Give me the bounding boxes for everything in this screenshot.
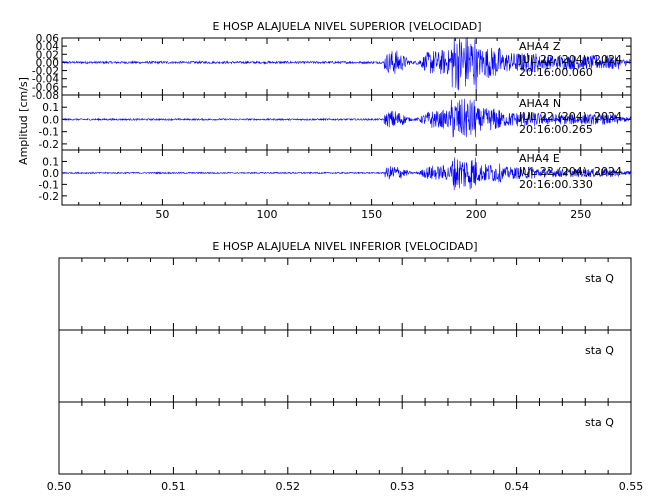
y-tick-label: 0.00: [36, 57, 59, 69]
y-tick-label: -0.02: [32, 66, 59, 78]
lower-chart-title: E HOSP ALAJUELA NIVEL INFERIOR [VELOCIDA…: [212, 240, 477, 253]
x-tick-label: 150: [361, 208, 382, 221]
trace-annotation-line: 20:16:00.060: [519, 66, 593, 79]
station-annotation: sta Q: [585, 344, 614, 357]
y-tick-label: -0.06: [32, 82, 59, 94]
x-tick-label: 0.51: [161, 480, 186, 493]
x-tick-label: 200: [466, 208, 487, 221]
lower-panel-1: sta Q: [58, 329, 632, 403]
y-tick-label: 0.0: [42, 114, 59, 126]
upper-chart-title: E HOSP ALAJUELA NIVEL SUPERIOR [VELOCIDA…: [212, 20, 481, 33]
panel-frame: [58, 329, 632, 403]
lower-panel-2: sta Q: [58, 401, 632, 475]
x-tick-label: 0.55: [619, 480, 644, 493]
x-tick-label: 250: [570, 208, 591, 221]
waveform-trace: [61, 36, 632, 91]
upper-chart-y-axis-label: Amplitud [cm/s]: [17, 77, 30, 165]
trace-annotation-line: 20:16:00.330: [519, 178, 593, 191]
trace-annotation-line: 20:16:00.265: [519, 123, 593, 136]
panel-frame: [58, 257, 632, 331]
y-tick-label: 0.1: [42, 156, 59, 168]
x-tick-label: 0.50: [47, 480, 72, 493]
y-tick-label: 0.06: [36, 33, 60, 45]
station-annotation: sta Q: [585, 272, 614, 285]
lower-panel-0: sta Q: [58, 257, 632, 331]
panel-frame: [61, 149, 632, 206]
station-annotation: sta Q: [585, 416, 614, 429]
y-tick-label: -0.08: [32, 90, 59, 102]
y-tick-label: -0.2: [39, 191, 60, 203]
trace-annotation-line: AHA4 N: [519, 97, 561, 110]
trace-annotation-line: JUL 22 (204), 2024: [518, 53, 622, 66]
x-tick-label: 0.54: [504, 480, 529, 493]
y-tick-label: 0.1: [42, 102, 59, 114]
lower-chart: sta Q sta Q sta Q 0.50 0.51 0.52 0.53 0.54 0.55: [47, 257, 644, 493]
waveform-trace: [61, 98, 632, 138]
y-tick-label: -0.1: [39, 127, 60, 139]
trace-annotation-line: AHA4 Z: [519, 40, 561, 53]
y-tick-label: 0.04: [36, 41, 60, 53]
trace-annotation-line: JUL 22 (204), 2024: [518, 110, 622, 123]
upper-panel-0: 0.060.040.020.00-0.02-0.04-0.06-0.08 AHA4…: [32, 33, 632, 102]
y-tick-label: 0.02: [36, 49, 59, 61]
panel-frame: [58, 401, 632, 475]
x-tick-label: 0.53: [390, 480, 415, 493]
y-tick-label: 0.0: [42, 168, 59, 180]
y-tick-label: -0.04: [32, 74, 59, 86]
y-tick-label: -0.1: [39, 179, 60, 191]
x-tick-label: 0.52: [276, 480, 301, 493]
upper-chart: 0.060.040.020.00-0.02-0.04-0.06-0.08 AHA4…: [32, 33, 632, 221]
trace-annotation-line: AHA4 E: [519, 152, 560, 165]
x-tick-label: 50: [155, 208, 169, 221]
trace-annotation-line: JUL 22 (204), 2024: [518, 165, 622, 178]
x-tick-label: 100: [257, 208, 278, 221]
y-tick-label: -0.2: [39, 139, 60, 151]
waveform-trace: [62, 157, 632, 191]
